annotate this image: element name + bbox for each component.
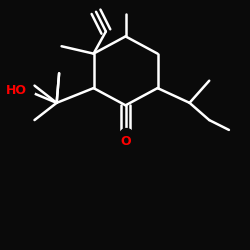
- Text: HO: HO: [6, 84, 27, 97]
- Text: O: O: [120, 135, 131, 148]
